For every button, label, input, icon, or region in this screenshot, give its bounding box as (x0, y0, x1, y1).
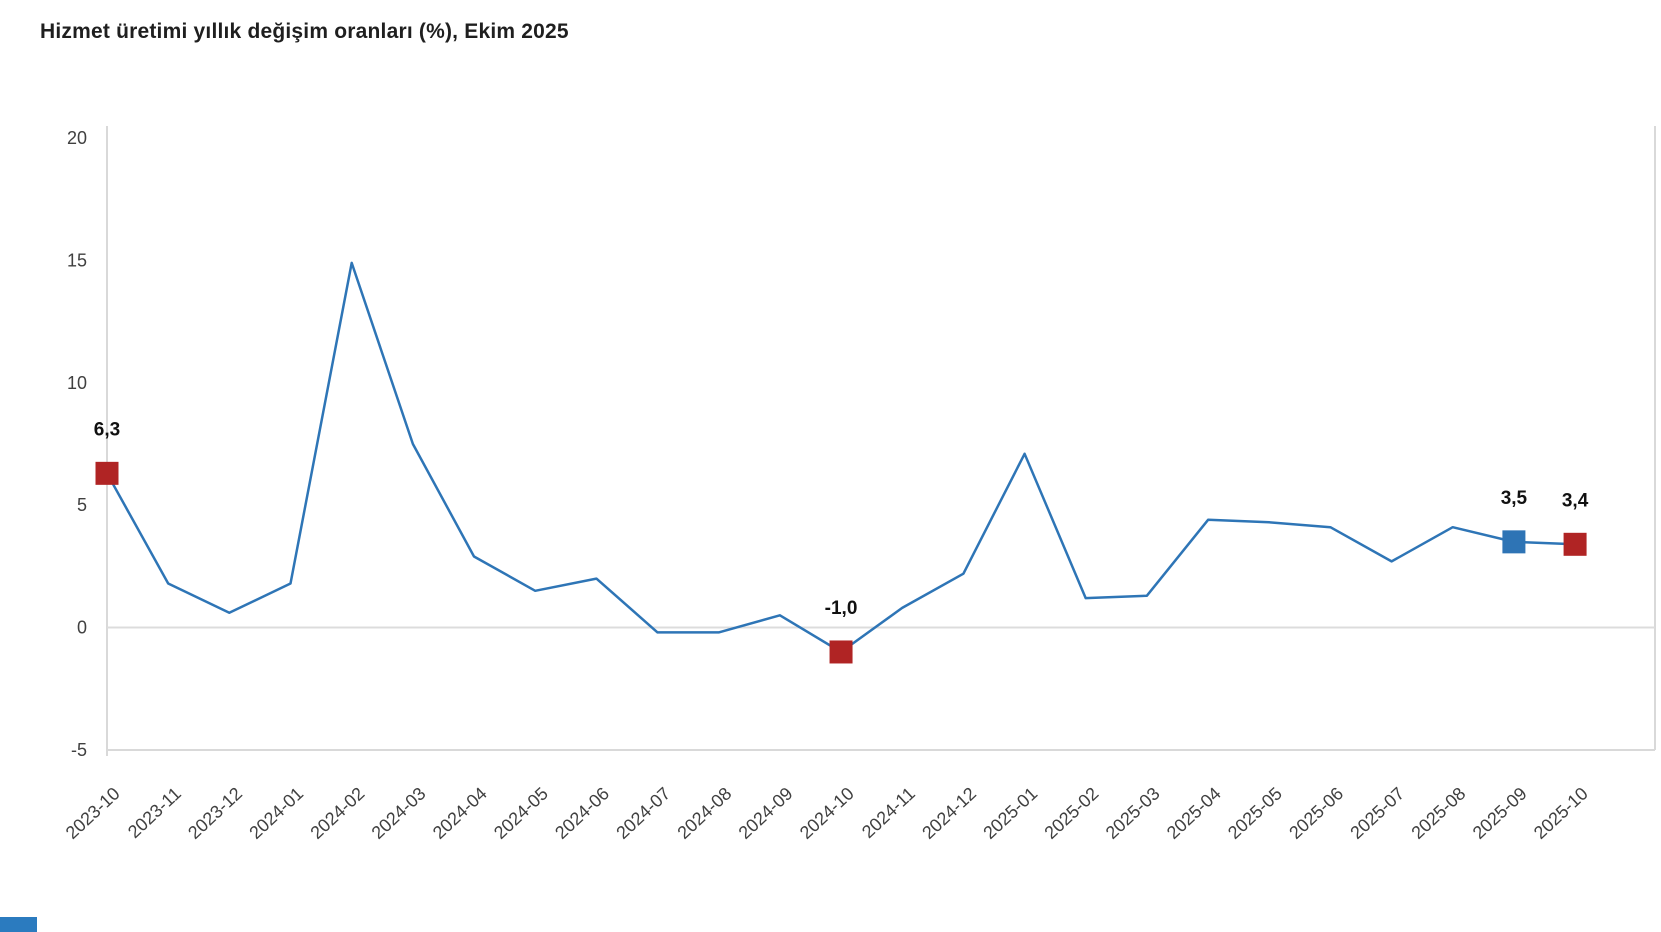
x-axis-tick-label: 2025-03 (1102, 783, 1164, 843)
footer-strip (0, 917, 37, 932)
x-axis-tick-label: 2025-01 (979, 783, 1041, 843)
x-axis-tick-label: 2025-05 (1224, 783, 1286, 843)
y-axis-tick-label: 15 (67, 250, 87, 270)
data-point-label: -1,0 (825, 598, 858, 619)
data-point-marker (1563, 532, 1587, 556)
x-axis-tick-label: 2025-07 (1346, 783, 1408, 843)
x-axis-tick-label: 2024-07 (612, 783, 674, 843)
x-axis-tick-label: 2024-02 (306, 783, 368, 843)
data-point-marker (95, 461, 119, 485)
x-axis-tick-label: 2025-04 (1163, 783, 1225, 843)
x-axis-tick-label: 2024-05 (490, 783, 552, 843)
x-axis-tick-label: 2024-11 (858, 783, 919, 842)
y-axis-tick-label: 10 (67, 373, 87, 393)
x-axis-tick-label: 2024-01 (245, 783, 307, 843)
x-axis-tick-label: 2024-03 (368, 783, 430, 843)
y-axis-tick-label: 0 (77, 618, 87, 638)
x-axis-tick-label: 2023-11 (124, 783, 185, 842)
data-point-label: 6,3 (94, 419, 120, 440)
x-axis-tick-label: 2025-10 (1530, 783, 1592, 843)
y-axis-tick-label: 5 (77, 495, 87, 515)
x-axis-tick-label: 2025-02 (1040, 783, 1102, 843)
x-axis-tick-label: 2023-10 (62, 783, 124, 843)
data-point-marker (829, 640, 853, 664)
data-line (105, 261, 1577, 654)
data-point-label: 3,4 (1562, 490, 1589, 511)
x-axis-tick-label: 2025-09 (1469, 783, 1531, 843)
x-axis-tick-label: 2023-12 (184, 783, 246, 843)
x-axis-tick-label: 2024-06 (551, 783, 613, 843)
y-axis-tick-label: 20 (67, 128, 87, 148)
x-axis-tick-label: 2024-10 (796, 783, 858, 843)
x-axis-tick-label: 2025-08 (1408, 783, 1470, 843)
x-axis-tick-label: 2024-12 (918, 783, 980, 843)
x-axis-tick-label: 2024-08 (673, 783, 735, 843)
data-point-label: 3,5 (1501, 488, 1528, 509)
x-axis-tick-label: 2024-04 (429, 783, 491, 843)
chart-title: Hizmet üretimi yıllık değişim oranları (… (40, 20, 569, 43)
x-axis-tick-label: 2025-06 (1285, 783, 1347, 843)
data-point-marker (1502, 530, 1526, 554)
x-axis-tick-label: 2024-09 (735, 783, 797, 843)
y-axis-tick-label: -5 (71, 740, 87, 760)
